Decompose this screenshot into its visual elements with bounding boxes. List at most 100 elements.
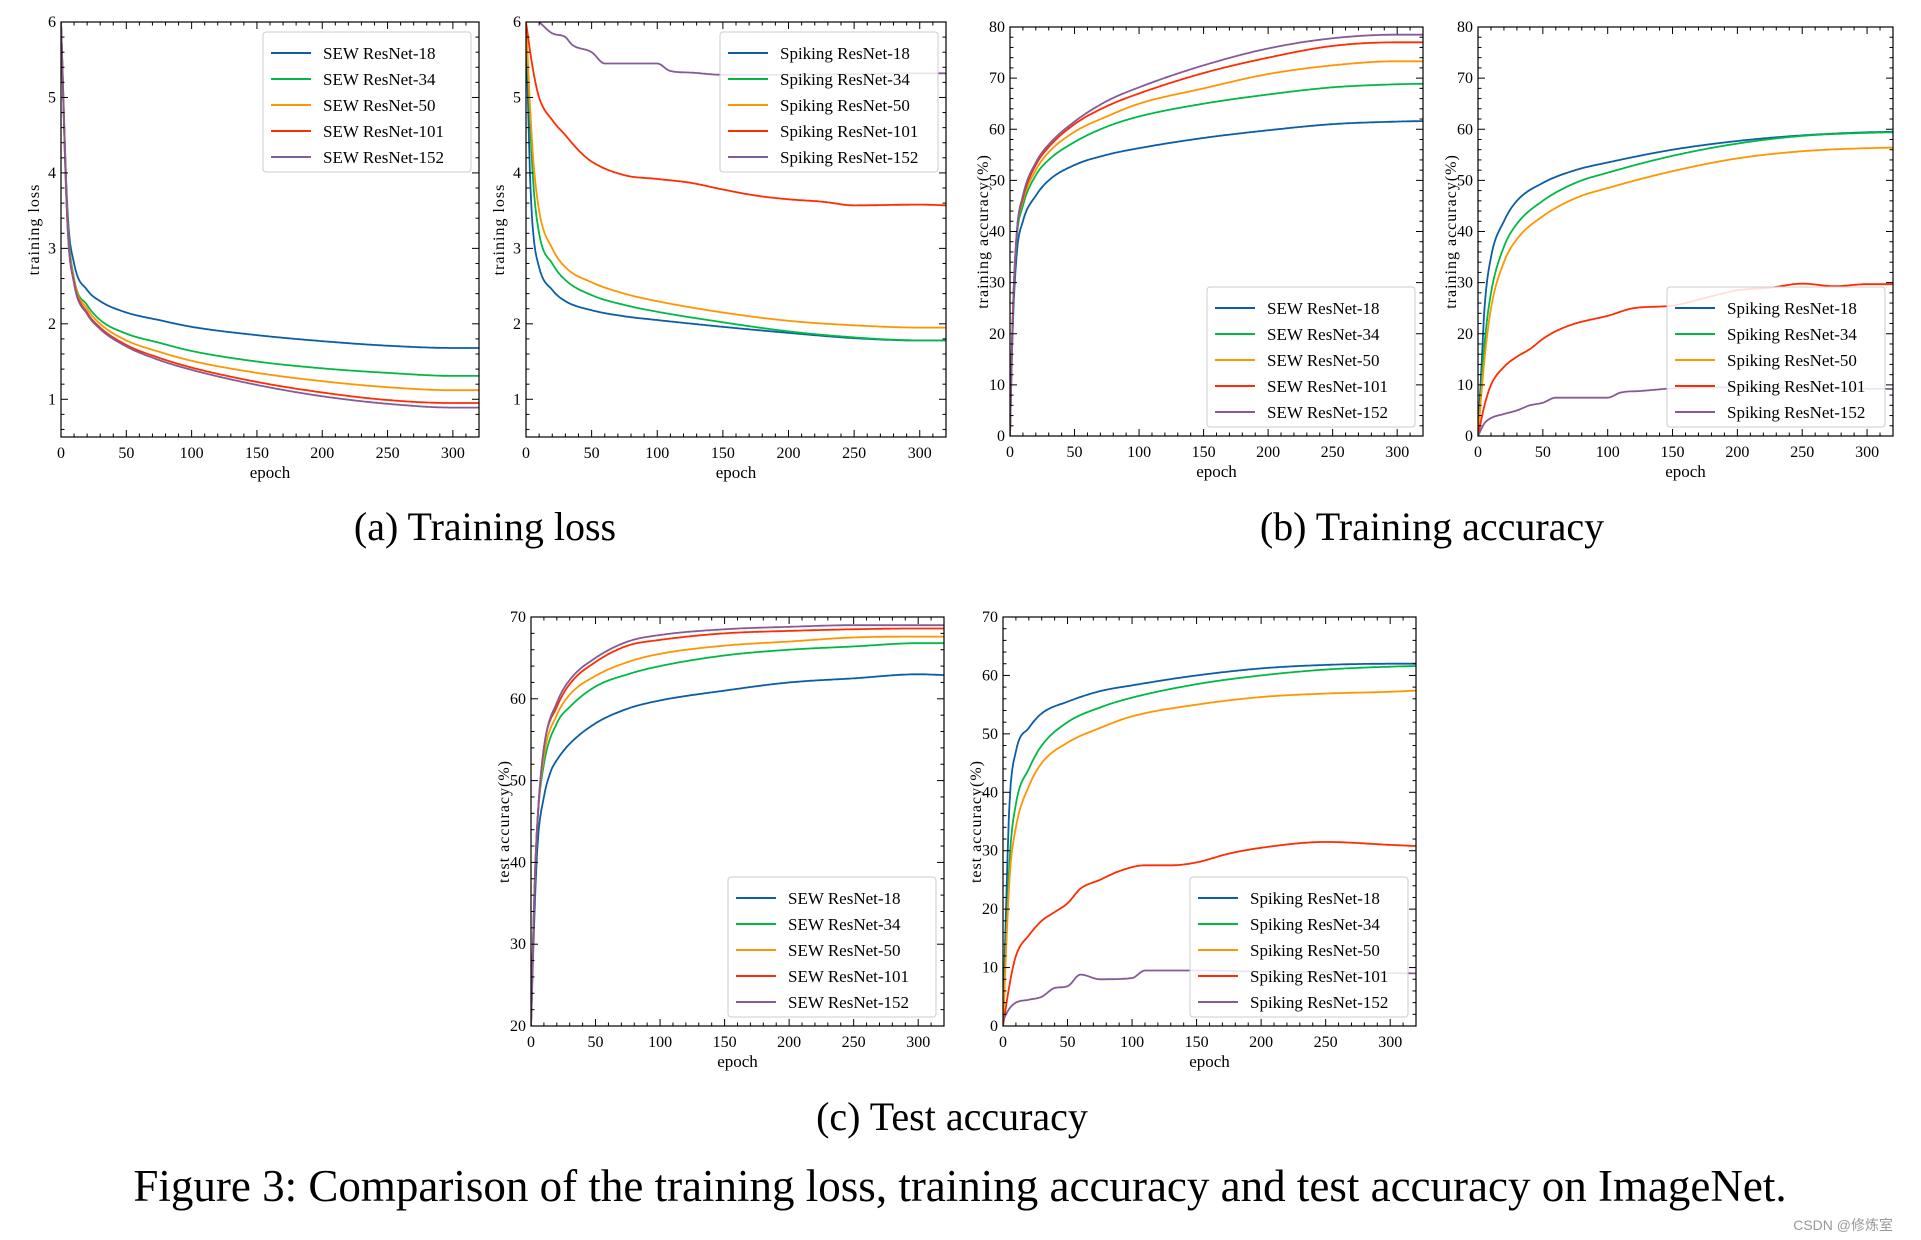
y-tick-label: 40 <box>510 854 526 871</box>
y-tick-label: 0 <box>997 428 1005 445</box>
series-line-3 <box>1010 41 1423 436</box>
y-tick-label: 0 <box>1465 428 1473 445</box>
chart-3: 0 50 100 150 200 250 300 0 10 20 30 40 50 60 70 80 epoch… <box>1443 19 1894 481</box>
y-tick-label: 10 <box>989 377 1005 394</box>
x-tick-label: 0 <box>999 1034 1007 1051</box>
x-tick-label: 50 <box>118 445 134 462</box>
x-tick-label: 200 <box>1249 1034 1273 1051</box>
x-tick-label: 50 <box>1067 444 1083 461</box>
x-tick-label: 300 <box>441 445 465 462</box>
legend-label: Spiking ResNet-101 <box>1250 967 1388 986</box>
series-line-2 <box>1010 60 1423 436</box>
legend-label: Spiking ResNet-50 <box>1727 351 1857 370</box>
x-axis-label: epoch <box>717 1052 758 1071</box>
y-tick-label: 6 <box>513 14 521 31</box>
y-tick-label: 80 <box>1457 19 1473 36</box>
x-tick-label: 250 <box>1314 1034 1338 1051</box>
series-line-0 <box>61 22 479 349</box>
y-tick-label: 1 <box>513 391 521 408</box>
legend: Spiking ResNet-18 Spiking ResNet-34 Spikin… <box>1189 876 1409 1018</box>
x-tick-label: 100 <box>1596 444 1620 461</box>
x-tick-label: 150 <box>1185 1034 1209 1051</box>
series-line-4 <box>531 624 944 1026</box>
caption-test-accuracy: (c) Test accuracy <box>816 1094 1088 1139</box>
x-tick-label: 50 <box>584 445 600 462</box>
y-tick-label: 30 <box>989 275 1005 292</box>
legend-box <box>1666 286 1886 428</box>
chart-5: 0 50 100 150 200 250 300 0 10 20 30 40 50 60 70 epoch te… <box>968 609 1417 1071</box>
legend-label: Spiking ResNet-152 <box>1250 993 1388 1012</box>
y-tick-label: 30 <box>510 936 526 953</box>
x-tick-label: 300 <box>908 445 932 462</box>
caption-training-accuracy: (b) Training accuracy <box>1259 504 1605 549</box>
legend: Spiking ResNet-18 Spiking ResNet-34 Spikin… <box>719 31 939 173</box>
legend-label: Spiking ResNet-101 <box>780 122 918 141</box>
legend-label: Spiking ResNet-34 <box>780 70 910 89</box>
x-tick-label: 100 <box>645 445 669 462</box>
y-tick-label: 2 <box>48 316 56 333</box>
legend-label: Spiking ResNet-50 <box>1250 941 1380 960</box>
y-axis-label: training loss <box>491 184 508 276</box>
legend-label: Spiking ResNet-18 <box>780 44 910 63</box>
x-tick-label: 150 <box>1661 444 1685 461</box>
y-axis-label: training accuracy(%) <box>1443 154 1460 309</box>
y-tick-label: 10 <box>1457 377 1473 394</box>
y-tick-label: 20 <box>989 326 1005 343</box>
x-tick-label: 0 <box>522 445 530 462</box>
legend-label: SEW ResNet-101 <box>1267 377 1388 396</box>
y-tick-label: 2 <box>513 316 521 333</box>
series-line-2 <box>531 635 944 1026</box>
series-line-2 <box>1478 146 1893 436</box>
y-tick-label: 4 <box>513 165 521 182</box>
legend-label: SEW ResNet-18 <box>1267 299 1380 318</box>
x-tick-label: 200 <box>1256 444 1280 461</box>
x-tick-label: 0 <box>57 445 65 462</box>
x-tick-label: 250 <box>842 445 866 462</box>
y-tick-label: 1 <box>48 391 56 408</box>
legend-label: SEW ResNet-34 <box>788 915 901 934</box>
y-axis-label: test accuracy(%) <box>496 760 513 883</box>
x-tick-label: 300 <box>1385 444 1409 461</box>
series-line-0 <box>1003 662 1416 1026</box>
legend-label: Spiking ResNet-152 <box>780 148 918 167</box>
x-axis-label: epoch <box>716 463 757 482</box>
x-tick-label: 300 <box>1378 1034 1402 1051</box>
chart-4: 0 50 100 150 200 250 300 20 30 40 50 60 70 epoch test … <box>496 609 945 1071</box>
legend-box <box>727 876 937 1018</box>
legend-label: SEW ResNet-101 <box>323 122 444 141</box>
y-tick-label: 60 <box>510 691 526 708</box>
y-tick-label: 20 <box>1457 326 1473 343</box>
series-line-3 <box>531 627 944 1026</box>
x-tick-label: 100 <box>180 445 204 462</box>
legend-label: SEW ResNet-50 <box>323 96 436 115</box>
x-tick-label: 250 <box>1321 444 1345 461</box>
series-line-3 <box>526 22 946 207</box>
series-line-2 <box>1003 689 1416 1026</box>
legend: SEW ResNet-18 SEW ResNet-34 SEW ResNet-50 S… <box>727 876 937 1018</box>
y-tick-label: 50 <box>1457 172 1473 189</box>
x-tick-label: 200 <box>310 445 334 462</box>
x-tick-label: 50 <box>1060 1034 1076 1051</box>
legend-box <box>719 31 939 173</box>
y-tick-label: 60 <box>989 121 1005 138</box>
x-tick-label: 250 <box>376 445 400 462</box>
x-tick-label: 150 <box>713 1034 737 1051</box>
x-tick-label: 50 <box>1535 444 1551 461</box>
caption-training-loss: (a) Training loss <box>353 504 617 549</box>
legend-label: SEW ResNet-18 <box>788 889 901 908</box>
x-axis-label: epoch <box>1665 462 1706 481</box>
legend-label: Spiking ResNet-50 <box>780 96 910 115</box>
legend-label: SEW ResNet-50 <box>788 941 901 960</box>
y-tick-label: 0 <box>990 1018 998 1035</box>
legend-label: Spiking ResNet-18 <box>1250 889 1380 908</box>
legend-label: Spiking ResNet-34 <box>1727 325 1857 344</box>
x-tick-label: 100 <box>648 1034 672 1051</box>
series-line-4 <box>61 22 479 409</box>
legend-label: SEW ResNet-34 <box>323 70 436 89</box>
y-tick-label: 50 <box>510 773 526 790</box>
y-tick-label: 40 <box>1457 224 1473 241</box>
series-line-4 <box>1010 33 1423 436</box>
legend-label: SEW ResNet-50 <box>1267 351 1380 370</box>
chart-1: 0 50 100 150 200 250 300 1 2 3 4 5 6 epoch training lo… <box>491 14 947 482</box>
y-tick-label: 80 <box>989 19 1005 36</box>
